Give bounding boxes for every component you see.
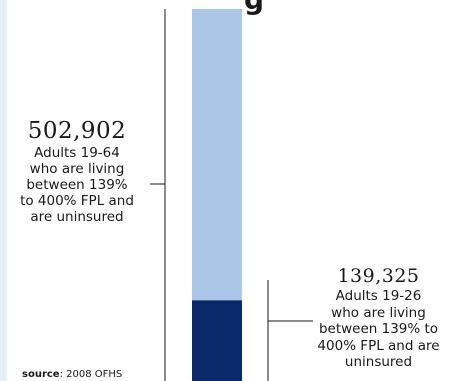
bar-segment-adults-19-64 (192, 9, 242, 301)
description-line: to 400% FPL and (20, 193, 134, 209)
callout-adults-19-64: 502,902 Adults 19-64 who are living betw… (2, 118, 152, 225)
left-background-strip (0, 0, 7, 381)
source-label: source (22, 369, 60, 380)
source-note: source: 2008 OFHS (22, 369, 122, 381)
source-text: : 2008 OFHS (59, 369, 123, 380)
description-line: uninsured (344, 354, 413, 370)
description-line: between 139% (26, 177, 128, 193)
description-line: are uninsured (30, 209, 124, 225)
title-fragment: g (244, 0, 264, 14)
callout-adults-19-26: 139,325 Adults 19-26 who are living betw… (306, 264, 451, 371)
description-line: Adults 19-26 (335, 288, 422, 304)
value-label-adults-19-26: 139,325 (337, 265, 420, 287)
description-line: who are living (331, 304, 426, 321)
description-line: Adults 19-64 (34, 145, 120, 161)
description-line: between 139% to (318, 321, 439, 337)
description-line: 400% FPL and are (317, 337, 440, 354)
value-label-adults-19-64: 502,902 (27, 118, 127, 144)
bar-segment-adults-19-26 (192, 300, 242, 381)
description-line: who are living (29, 161, 125, 177)
